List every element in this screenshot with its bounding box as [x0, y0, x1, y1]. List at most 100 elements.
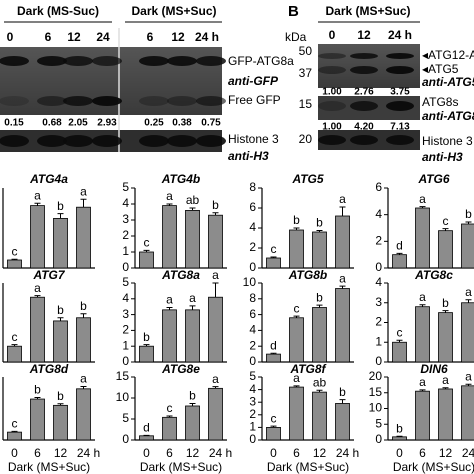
panel-letter: B [288, 3, 299, 20]
significance-letter: a [166, 293, 173, 307]
lane-label: 6 [45, 30, 52, 44]
error-bar [166, 415, 173, 418]
ratio: 4.20 [354, 122, 374, 133]
error-bar [34, 295, 41, 298]
error-bar [80, 313, 87, 318]
blot-label: ATG8s [422, 95, 458, 109]
significance-letter: c [271, 242, 277, 256]
y-tick-label: 0 [249, 260, 256, 274]
error-bar [11, 344, 18, 347]
y-tick-label: 10 [369, 401, 383, 415]
bar [289, 386, 304, 441]
error-bar [419, 389, 426, 392]
x-tick-label: 0 [11, 446, 18, 460]
y-tick-label: 3 [375, 295, 382, 309]
bar [266, 426, 281, 441]
x-tick-label: 6 [419, 446, 426, 460]
bar [30, 296, 45, 363]
significance-letter: b [57, 199, 64, 213]
blot-label: anti-H3 [228, 149, 269, 163]
y-tick-label: 3 [122, 212, 129, 226]
chart-title: ATG8f [289, 362, 326, 376]
y-tick-label: 10 [116, 390, 130, 404]
error-bar [143, 344, 150, 347]
marker: 50 [299, 44, 313, 58]
y-tick-label: 5 [122, 180, 129, 194]
bar [461, 302, 474, 363]
significance-letter: a [80, 184, 87, 198]
y-tick-label: 5 [122, 275, 129, 289]
y-tick-label: 6 [375, 180, 382, 194]
error-bar [80, 198, 87, 208]
bar [139, 251, 154, 269]
y-tick-label: 3 [122, 307, 129, 321]
band [92, 56, 122, 66]
ratio: 7.13 [390, 122, 410, 133]
bar [30, 398, 45, 441]
y-tick-label: 1 [375, 334, 382, 348]
error-bar [34, 396, 41, 400]
bar [185, 209, 200, 269]
error-bar [293, 227, 300, 230]
band [0, 135, 29, 147]
bar [208, 296, 223, 363]
chart-title: ATG8c [414, 268, 453, 282]
lane-label: 12 [357, 28, 371, 42]
bar [208, 387, 223, 441]
error-bar [189, 305, 196, 310]
band [350, 66, 378, 74]
y-tick-label: 6 [249, 307, 256, 321]
x-tick-label: 6 [166, 446, 173, 460]
error-bar [270, 352, 277, 355]
error-bar [442, 228, 449, 231]
ratio: 2.93 [97, 118, 117, 129]
y-tick-label: 20 [369, 369, 383, 383]
error-bar [80, 385, 87, 389]
x-tick-label: 6 [34, 446, 41, 460]
significance-letter: a [212, 372, 219, 386]
band [92, 96, 122, 106]
bar [53, 320, 68, 363]
error-bar [442, 310, 449, 313]
y-tick-label: 0 [122, 354, 129, 368]
x-axis-label: Dark (MS+Suc) [8, 460, 90, 474]
bar [461, 223, 474, 269]
bar [438, 230, 453, 269]
error-bar [11, 430, 18, 433]
error-bar [212, 212, 219, 216]
group-label: Dark (MS-Suc) [17, 4, 99, 18]
x-tick-label: 24 h [77, 446, 100, 460]
bar [76, 388, 91, 441]
band [0, 96, 29, 106]
significance-letter: d [396, 239, 403, 253]
x-tick-label: 0 [396, 446, 403, 460]
band [350, 101, 378, 111]
error-bar [189, 402, 196, 406]
bar [162, 205, 177, 269]
x-axis-label: Dark (MS+Suc) [267, 460, 349, 474]
significance-letter: c [12, 244, 18, 258]
band [318, 66, 346, 74]
x-tick-label: 24 h [336, 446, 359, 460]
band [386, 135, 414, 145]
y-tick-label: 2 [122, 323, 129, 337]
chart-title: ATG7 [32, 268, 65, 282]
significance-letter: c [12, 330, 18, 344]
group-label: Dark (MS+Suc) [325, 4, 410, 18]
band [63, 96, 93, 106]
blot [318, 44, 420, 88]
error-bar [465, 383, 472, 386]
y-tick-label: 2 [122, 228, 129, 242]
chart-title: ATG4b [161, 172, 200, 186]
chart-title: ATG6 [417, 172, 449, 186]
ratio: 0.38 [172, 118, 192, 129]
bar [162, 416, 177, 441]
band [139, 56, 169, 66]
bar [185, 405, 200, 441]
bar [392, 254, 407, 269]
error-bar [166, 306, 173, 310]
significance-letter: a [166, 189, 173, 203]
y-tick-label: 4 [249, 323, 256, 337]
significance-letter: ab [186, 193, 200, 207]
significance-letter: a [339, 271, 346, 285]
